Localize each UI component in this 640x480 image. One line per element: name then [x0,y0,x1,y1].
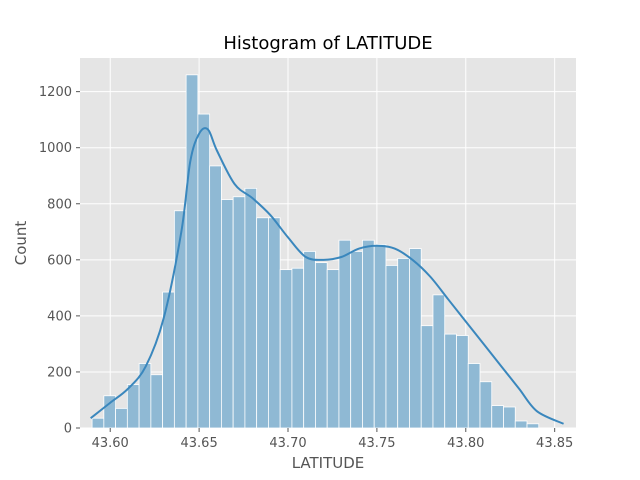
y-axis-label: Count [12,221,30,266]
x-tick-label: 43.65 [181,436,218,451]
y-tick-label: 200 [47,365,72,380]
x-tick-label: 43.75 [358,436,395,451]
histogram-bar [385,265,399,429]
histogram-bar [220,199,234,429]
y-tick-label: 1200 [39,85,72,100]
histogram-bar [432,294,446,429]
histogram-bar [326,269,340,429]
histogram-bar [91,417,105,429]
histogram-bar [373,244,387,429]
histogram-bar [526,423,540,429]
histogram-bar [514,420,528,429]
histogram-bar [115,407,128,429]
histogram-bar [256,217,269,429]
histogram-bar [350,251,363,429]
histogram-bar [197,113,211,429]
histogram-bar [279,269,293,429]
histogram-bar [444,333,457,429]
chart-title: Histogram of LATITUDE [223,33,432,54]
kde-curve [90,127,564,425]
histogram-bar [362,239,375,429]
histogram-bar [268,217,281,429]
histogram-bar [232,196,246,429]
histogram-bar [315,262,328,429]
histogram-bar [338,239,352,429]
histogram-bar [244,187,258,429]
histogram-bar [479,381,493,429]
histogram-bar [150,374,164,429]
x-tick-label: 43.70 [269,436,306,451]
x-tick-label: 43.80 [447,436,484,451]
y-tick-label: 400 [47,309,72,324]
histogram-bar [491,405,504,429]
y-axis-ticks: 0 200 400 600 800 1000 1200 [39,85,80,437]
histogram-bar [503,406,516,429]
histogram-bar [291,267,305,429]
y-tick-label: 0 [64,422,72,437]
x-axis-label: LATITUDE [292,454,365,472]
histogram-bar [397,258,410,429]
y-tick-label: 1000 [39,141,72,156]
histogram-bar [126,384,140,429]
x-tick-label: 43.60 [92,436,129,451]
histogram-bar [456,335,469,429]
histogram-bar [409,248,422,429]
histogram-bar [303,251,316,429]
histogram-bar [209,165,222,429]
histogram-bar [185,74,199,429]
x-tick-label: 43.85 [536,436,573,451]
histogram-bars [91,74,540,429]
histogram-bar [420,325,434,429]
x-axis-ticks: 43.60 43.65 43.70 43.75 43.80 43.85 [92,428,573,451]
histogram-bar [467,363,481,429]
y-tick-label: 800 [47,197,72,212]
y-tick-label: 600 [47,253,72,268]
